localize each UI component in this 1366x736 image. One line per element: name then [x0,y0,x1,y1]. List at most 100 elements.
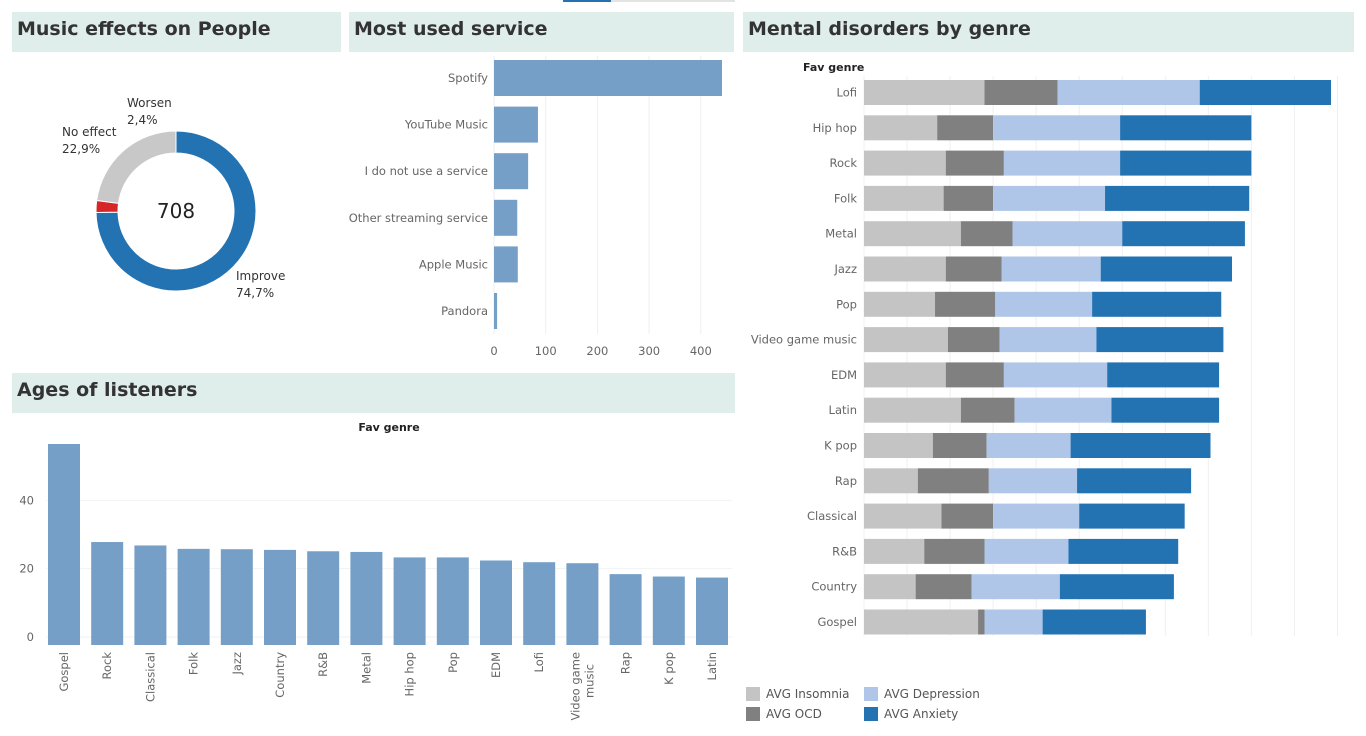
ages-bar-edm[interactable] [480,560,512,645]
mental-segment-metal-avg-insomnia[interactable] [864,221,961,247]
mental-segment-rap-avg-anxiety[interactable] [1077,468,1192,494]
ages-bar-rock[interactable] [91,542,124,645]
legend-item-avg-ocd[interactable]: AVG OCD [746,706,822,722]
legend-item-avg-depression[interactable]: AVG Depression [864,686,980,702]
service-bar-i-do-not-use-a-service[interactable] [494,153,529,190]
mental-segment-classical-avg-ocd[interactable] [941,503,994,529]
ages-bar-pop[interactable] [436,557,469,645]
mental-segment-jazz-avg-insomnia[interactable] [864,256,946,282]
service-bar-spotify[interactable] [494,60,722,96]
ages-bar-k-pop[interactable] [652,576,685,645]
legend-label: AVG Depression [884,687,980,701]
ages-bar-country[interactable] [264,549,296,645]
mental-segment-jazz-avg-anxiety[interactable] [1100,256,1233,282]
legend-swatch [746,707,760,721]
mental-segment-metal-avg-depression[interactable] [1012,221,1123,247]
mental-category-label: R&B [832,544,857,558]
legend-item-avg-insomnia[interactable]: AVG Insomnia [746,686,849,702]
mental-segment-r-b-avg-anxiety[interactable] [1068,538,1179,564]
mental-segment-rap-avg-ocd[interactable] [917,468,989,494]
mental-segment-rap-avg-depression[interactable] [988,468,1078,494]
service-bar-other-streaming-service[interactable] [494,199,518,236]
mental-segment-video-game-music-avg-ocd[interactable] [947,327,1000,353]
mental-segment-edm-avg-depression[interactable] [1003,362,1108,388]
mental-segment-lofi-avg-depression[interactable] [1057,80,1200,105]
mental-segment-gospel-avg-ocd[interactable] [978,609,985,635]
mental-segment-r-b-avg-insomnia[interactable] [864,538,925,564]
mental-segment-hip-hop-avg-ocd[interactable] [937,115,994,141]
mental-segment-jazz-avg-depression[interactable] [1001,256,1101,282]
mental-segment-edm-avg-insomnia[interactable] [864,362,946,388]
mental-segment-country-avg-depression[interactable] [971,574,1060,600]
mental-segment-rock-avg-ocd[interactable] [945,150,1004,176]
ages-bar-folk[interactable] [177,548,210,645]
mental-segment-folk-avg-depression[interactable] [993,185,1106,211]
mental-segment-hip-hop-avg-depression[interactable] [993,115,1121,141]
mental-category-label: Lofi [837,86,857,100]
donut-slice-improve[interactable] [95,130,257,292]
mental-segment-rock-avg-depression[interactable] [1003,150,1121,176]
mental-segment-folk-avg-anxiety[interactable] [1105,185,1250,211]
mental-segment-r-b-avg-depression[interactable] [984,538,1069,564]
mental-category-label: Video game music [751,333,857,347]
mental-segment-edm-avg-ocd[interactable] [945,362,1004,388]
mental-segment-k-pop-avg-ocd[interactable] [932,433,987,458]
mental-segment-lofi-avg-ocd[interactable] [984,80,1058,105]
mental-segment-pop-avg-anxiety[interactable] [1092,291,1222,317]
ages-bar-classical[interactable] [134,545,167,645]
ages-bar-r-b[interactable] [307,551,340,645]
dashboard-tab-indicator[interactable] [563,0,611,2]
donut-slice-no-effect[interactable] [96,130,177,204]
mental-segment-metal-avg-ocd[interactable] [960,221,1013,247]
mental-segment-video-game-music-avg-insomnia[interactable] [864,327,948,353]
ages-bar-video-game-music[interactable] [566,563,599,645]
ages-bar-hip-hop[interactable] [393,557,426,645]
mental-segment-gospel-avg-anxiety[interactable] [1042,609,1146,635]
service-bar-youtube-music[interactable] [494,106,538,143]
mental-segment-video-game-music-avg-anxiety[interactable] [1096,327,1224,353]
mental-segment-k-pop-avg-anxiety[interactable] [1070,433,1211,458]
mental-segment-latin-avg-depression[interactable] [1014,397,1112,423]
mental-segment-metal-avg-anxiety[interactable] [1122,221,1245,247]
mental-segment-rap-avg-insomnia[interactable] [864,468,918,494]
service-bar-pandora[interactable] [494,293,498,329]
mental-segment-video-game-music-avg-depression[interactable] [999,327,1097,353]
mental-segment-latin-avg-anxiety[interactable] [1111,397,1220,423]
mental-segment-rock-avg-anxiety[interactable] [1120,150,1252,176]
mental-segment-lofi-avg-insomnia[interactable] [864,80,985,105]
mental-segment-gospel-avg-insomnia[interactable] [864,609,979,635]
mental-segment-gospel-avg-depression[interactable] [984,609,1043,635]
mental-segment-folk-avg-insomnia[interactable] [864,185,944,211]
mental-segment-latin-avg-ocd[interactable] [960,397,1015,423]
mental-segment-classical-avg-depression[interactable] [993,503,1080,529]
mental-segment-country-avg-anxiety[interactable] [1059,574,1174,600]
mental-segment-folk-avg-ocd[interactable] [943,185,994,211]
mental-segment-pop-avg-insomnia[interactable] [864,291,936,317]
mental-segment-pop-avg-ocd[interactable] [935,291,996,317]
ages-bar-latin[interactable] [696,577,728,645]
ages-bar-gospel[interactable] [48,444,80,645]
mental-segment-country-avg-ocd[interactable] [915,574,972,600]
mental-segment-k-pop-avg-insomnia[interactable] [864,433,933,458]
mental-segment-classical-avg-anxiety[interactable] [1079,503,1185,529]
mental-segment-r-b-avg-ocd[interactable] [924,538,985,564]
service-bar-apple-music[interactable] [494,246,518,283]
mental-segment-classical-avg-insomnia[interactable] [864,503,942,529]
mental-segment-country-avg-insomnia[interactable] [864,574,916,600]
ages-bar-metal[interactable] [350,551,383,645]
ages-category-label: Folk [187,652,201,675]
mental-segment-k-pop-avg-depression[interactable] [986,433,1071,458]
mental-segment-latin-avg-insomnia[interactable] [864,397,961,423]
mental-category-label: Jazz [833,262,857,276]
ages-bar-rap[interactable] [609,574,642,645]
mental-segment-pop-avg-depression[interactable] [995,291,1093,317]
ages-bar-jazz[interactable] [220,549,253,645]
mental-segment-lofi-avg-anxiety[interactable] [1199,80,1331,105]
ages-bar-lofi[interactable] [523,562,556,645]
legend-item-avg-anxiety[interactable]: AVG Anxiety [864,706,958,722]
mental-segment-hip-hop-avg-anxiety[interactable] [1120,115,1252,141]
mental-segment-rock-avg-insomnia[interactable] [864,150,946,176]
mental-segment-jazz-avg-ocd[interactable] [945,256,1002,282]
mental-segment-hip-hop-avg-insomnia[interactable] [864,115,938,141]
mental-segment-edm-avg-anxiety[interactable] [1107,362,1220,388]
